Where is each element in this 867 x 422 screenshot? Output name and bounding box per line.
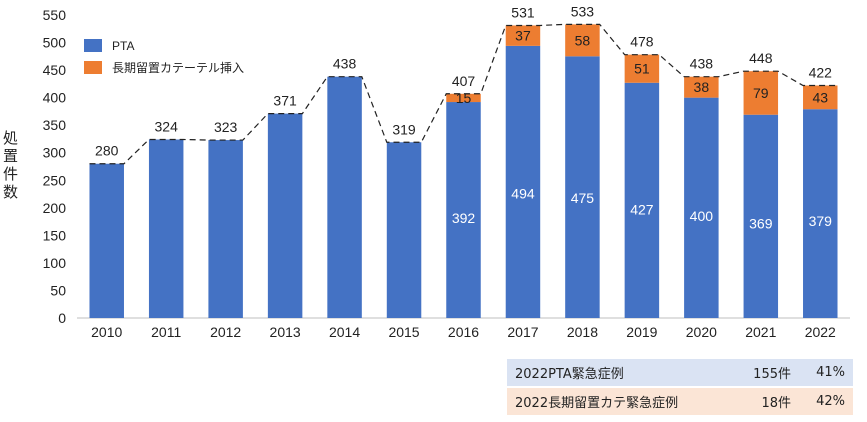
x-tick-label: 2019 [626, 324, 657, 340]
x-tick-label: 2022 [805, 324, 836, 340]
catheter-value-label: 51 [634, 61, 650, 77]
bar-pta [624, 82, 660, 319]
legend-label-pta: PTA [112, 39, 134, 53]
bar-catheter [743, 71, 779, 115]
catheter-value-label: 37 [515, 28, 531, 44]
bars-group [89, 24, 838, 319]
bar-catheter [624, 54, 660, 83]
y-tick-label: 150 [43, 227, 67, 243]
y-tick-label: 100 [43, 255, 67, 271]
data-labels-group: 280 324 323 371 438 319 407 392 15 531 494 37 533 475… [95, 3, 832, 231]
y-tick-label: 550 [43, 7, 67, 23]
x-tick-label: 2011 [151, 324, 181, 340]
legend: PTA 長期留置カテーテル挿入 [84, 39, 244, 75]
bar-pta [684, 97, 719, 319]
bar-pta [803, 109, 838, 319]
bar-catheter [565, 24, 600, 57]
bar-catheter [684, 76, 719, 98]
y-axis-label-char: 件 [3, 165, 18, 183]
y-axis-label-char: 処 [3, 129, 18, 147]
x-tick-label: 2021 [745, 324, 776, 340]
legend-swatch-catheter [84, 61, 102, 74]
y-tick-label: 250 [43, 172, 67, 188]
summary-row-catheter: 2022長期留置カテ緊急症例 18件 42% [507, 387, 853, 417]
catheter-value-label: 43 [812, 89, 828, 105]
summary-percent: 41% [799, 359, 853, 388]
total-label: 422 [809, 65, 833, 81]
catheter-value-label: 38 [694, 79, 710, 95]
bar-pta [446, 102, 481, 318]
total-label: 323 [214, 119, 238, 135]
x-tick-label: 2015 [388, 324, 419, 340]
bar-pta [327, 76, 362, 319]
total-label: 407 [452, 73, 476, 89]
bar-pta [267, 113, 303, 318]
summary-label: 2022長期留置カテ緊急症例 [507, 387, 719, 417]
bar-pta [208, 140, 243, 318]
total-dashed-line [89, 23, 838, 165]
bar-pta [148, 139, 184, 318]
bar-catheter [446, 93, 481, 103]
bar-pta [565, 56, 600, 319]
y-tick-label: 350 [43, 117, 67, 133]
total-label: 319 [392, 121, 416, 137]
catheter-value-label: 15 [456, 90, 472, 106]
summary-label: 2022PTA緊急症例 [507, 359, 719, 388]
bar-pta [743, 114, 779, 319]
total-label: 438 [690, 56, 714, 72]
stacked-bar-chart: 0 50 100 150 200 250 300 350 400 450 500 550 処置件数 2… [3, 3, 850, 340]
x-tick-label: 2017 [507, 324, 538, 340]
y-axis-label-char: 数 [3, 183, 18, 201]
total-label: 533 [571, 3, 595, 19]
total-label: 371 [273, 93, 297, 109]
y-tick-label: 300 [43, 145, 67, 161]
pta-value-label: 494 [511, 185, 535, 201]
y-axis-label: 処置件数 [3, 129, 18, 201]
total-label: 448 [749, 50, 773, 66]
y-tick-label: 50 [50, 282, 66, 298]
bar-catheter [803, 85, 838, 110]
x-tick-label: 2010 [91, 324, 122, 340]
pta-value-label: 427 [630, 201, 654, 217]
total-label: 438 [333, 56, 357, 72]
bar-pta [89, 163, 124, 318]
summary-count: 155件 [719, 359, 799, 388]
pta-value-label: 392 [452, 210, 476, 226]
bar-catheter [505, 25, 541, 46]
pta-value-label: 400 [690, 208, 714, 224]
pta-value-label: 475 [571, 190, 595, 206]
legend-label-catheter: 長期留置カテーテル挿入 [112, 61, 244, 75]
catheter-value-label: 79 [753, 85, 769, 101]
x-axis: 2010 2011 2012 2013 2014 2015 2016 2017 2018 2019… [91, 324, 836, 340]
summary-count: 18件 [719, 387, 799, 417]
y-tick-label: 200 [43, 200, 67, 216]
x-tick-label: 2013 [270, 324, 301, 340]
pta-value-label: 369 [749, 216, 773, 232]
x-tick-label: 2016 [448, 324, 479, 340]
y-tick-label: 400 [43, 90, 67, 106]
y-tick-label: 450 [43, 62, 67, 78]
total-label: 280 [95, 143, 119, 159]
y-tick-label: 500 [43, 35, 67, 51]
x-tick-label: 2020 [686, 324, 717, 340]
y-tick-label: 0 [58, 310, 66, 326]
bar-pta [386, 142, 422, 318]
catheter-value-label: 58 [575, 32, 591, 48]
summary-row-pta: 2022PTA緊急症例 155件 41% [507, 359, 853, 388]
summary-table: 2022PTA緊急症例 155件 41% 2022長期留置カテ緊急症例 18件 … [507, 359, 853, 417]
legend-swatch-pta [84, 39, 102, 52]
bar-pta [505, 45, 541, 318]
x-tick-label: 2012 [210, 324, 241, 340]
total-label: 531 [511, 4, 535, 20]
pta-value-label: 379 [809, 213, 833, 229]
y-axis: 0 50 100 150 200 250 300 350 400 450 500 550 [43, 7, 67, 326]
x-tick-label: 2014 [329, 324, 360, 340]
summary-percent: 42% [799, 387, 853, 417]
y-axis-label-char: 置 [3, 147, 18, 165]
x-tick-label: 2018 [567, 324, 598, 340]
total-label: 324 [155, 119, 179, 135]
total-label: 478 [630, 34, 654, 50]
